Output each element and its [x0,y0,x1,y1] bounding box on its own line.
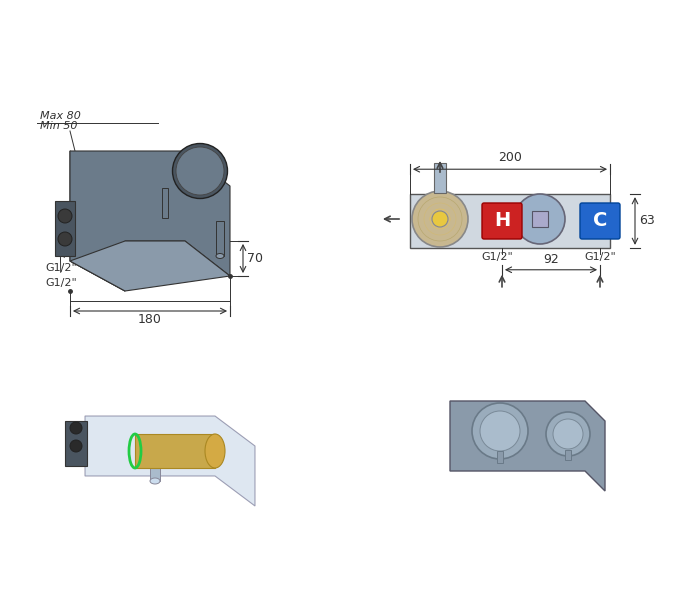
Text: 92: 92 [543,253,559,266]
Polygon shape [70,241,230,291]
Text: 63: 63 [639,214,655,227]
Ellipse shape [172,144,227,199]
Bar [150,461,160,481]
Polygon shape [70,151,230,291]
Bar [565,450,571,460]
Polygon shape [85,416,255,506]
Ellipse shape [150,478,160,484]
Bar [162,188,168,218]
Circle shape [412,191,468,247]
Circle shape [553,419,583,449]
Text: ø42: ø42 [179,149,200,159]
Text: 70: 70 [247,252,263,265]
Text: 180: 180 [138,313,162,326]
Bar [410,194,610,248]
Circle shape [472,403,528,459]
Text: Min 50: Min 50 [40,121,78,131]
Polygon shape [70,151,125,291]
Ellipse shape [70,422,82,434]
Bar [216,221,224,256]
Ellipse shape [176,147,224,195]
Bar [497,451,503,463]
Text: G1/2": G1/2" [45,232,77,288]
Circle shape [480,411,520,451]
Ellipse shape [205,434,225,468]
Bar [532,211,548,227]
Bar [65,421,87,466]
Bar [434,163,446,193]
Bar [55,201,75,256]
Text: ø7: ø7 [192,181,206,191]
Text: 200: 200 [498,152,522,164]
Text: G1/2": G1/2" [584,252,616,262]
Text: C: C [593,211,607,230]
Ellipse shape [216,254,224,258]
Text: G1/2": G1/2" [481,252,513,262]
Circle shape [546,412,590,456]
FancyBboxPatch shape [580,203,620,239]
Circle shape [432,211,448,227]
Text: Max 80: Max 80 [40,111,81,121]
Polygon shape [450,401,605,491]
Ellipse shape [70,440,82,452]
Circle shape [515,194,565,244]
Ellipse shape [58,232,72,246]
FancyBboxPatch shape [482,203,522,239]
Ellipse shape [58,209,72,223]
Text: H: H [494,211,510,230]
Text: G1/2": G1/2" [45,242,77,273]
Bar [135,434,215,468]
